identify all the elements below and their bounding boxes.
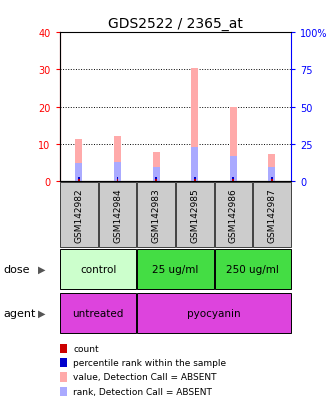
Bar <box>271 178 273 180</box>
Text: value, Detection Call = ABSENT: value, Detection Call = ABSENT <box>73 373 217 382</box>
Text: GSM142982: GSM142982 <box>74 188 83 242</box>
Text: ▶: ▶ <box>38 308 46 318</box>
Bar <box>268 155 275 182</box>
Text: control: control <box>80 264 117 275</box>
Bar <box>137 249 213 290</box>
Bar <box>78 178 80 180</box>
Bar <box>60 183 98 247</box>
Bar <box>194 178 196 180</box>
Text: GSM142983: GSM142983 <box>152 188 161 242</box>
Bar <box>153 153 160 182</box>
Text: pyocyanin: pyocyanin <box>187 308 241 318</box>
Bar <box>114 137 121 182</box>
Bar <box>75 140 82 182</box>
Bar <box>99 183 136 247</box>
Bar <box>78 180 80 182</box>
Text: GSM142987: GSM142987 <box>267 188 276 242</box>
Text: untreated: untreated <box>72 308 124 318</box>
Bar <box>155 180 157 182</box>
Bar <box>137 293 291 333</box>
Bar <box>176 183 213 247</box>
Bar <box>214 183 252 247</box>
Text: count: count <box>73 344 99 354</box>
Bar <box>117 178 118 180</box>
Bar <box>268 168 275 182</box>
Bar <box>155 178 157 180</box>
Text: percentile rank within the sample: percentile rank within the sample <box>73 358 227 368</box>
Text: rank, Detection Call = ABSENT: rank, Detection Call = ABSENT <box>73 387 213 396</box>
Text: 250 ug/ml: 250 ug/ml <box>226 264 279 275</box>
Bar <box>232 178 234 180</box>
Bar <box>230 157 237 182</box>
Title: GDS2522 / 2365_at: GDS2522 / 2365_at <box>108 17 243 31</box>
Bar <box>114 162 121 182</box>
Bar <box>271 180 273 182</box>
Bar <box>191 147 198 182</box>
Bar <box>60 249 136 290</box>
Bar <box>194 180 196 182</box>
Bar <box>232 180 234 182</box>
Bar <box>60 293 136 333</box>
Bar <box>117 180 118 182</box>
Bar <box>253 183 291 247</box>
Bar <box>137 183 175 247</box>
Text: 25 ug/ml: 25 ug/ml <box>152 264 199 275</box>
Bar <box>153 168 160 182</box>
Text: ▶: ▶ <box>38 264 46 275</box>
Text: agent: agent <box>3 308 36 318</box>
Bar <box>75 164 82 182</box>
Text: dose: dose <box>3 264 30 275</box>
Text: GSM142984: GSM142984 <box>113 188 122 242</box>
Bar <box>191 68 198 182</box>
Bar <box>214 249 291 290</box>
Text: GSM142986: GSM142986 <box>229 188 238 242</box>
Text: GSM142985: GSM142985 <box>190 188 199 242</box>
Bar <box>230 108 237 182</box>
